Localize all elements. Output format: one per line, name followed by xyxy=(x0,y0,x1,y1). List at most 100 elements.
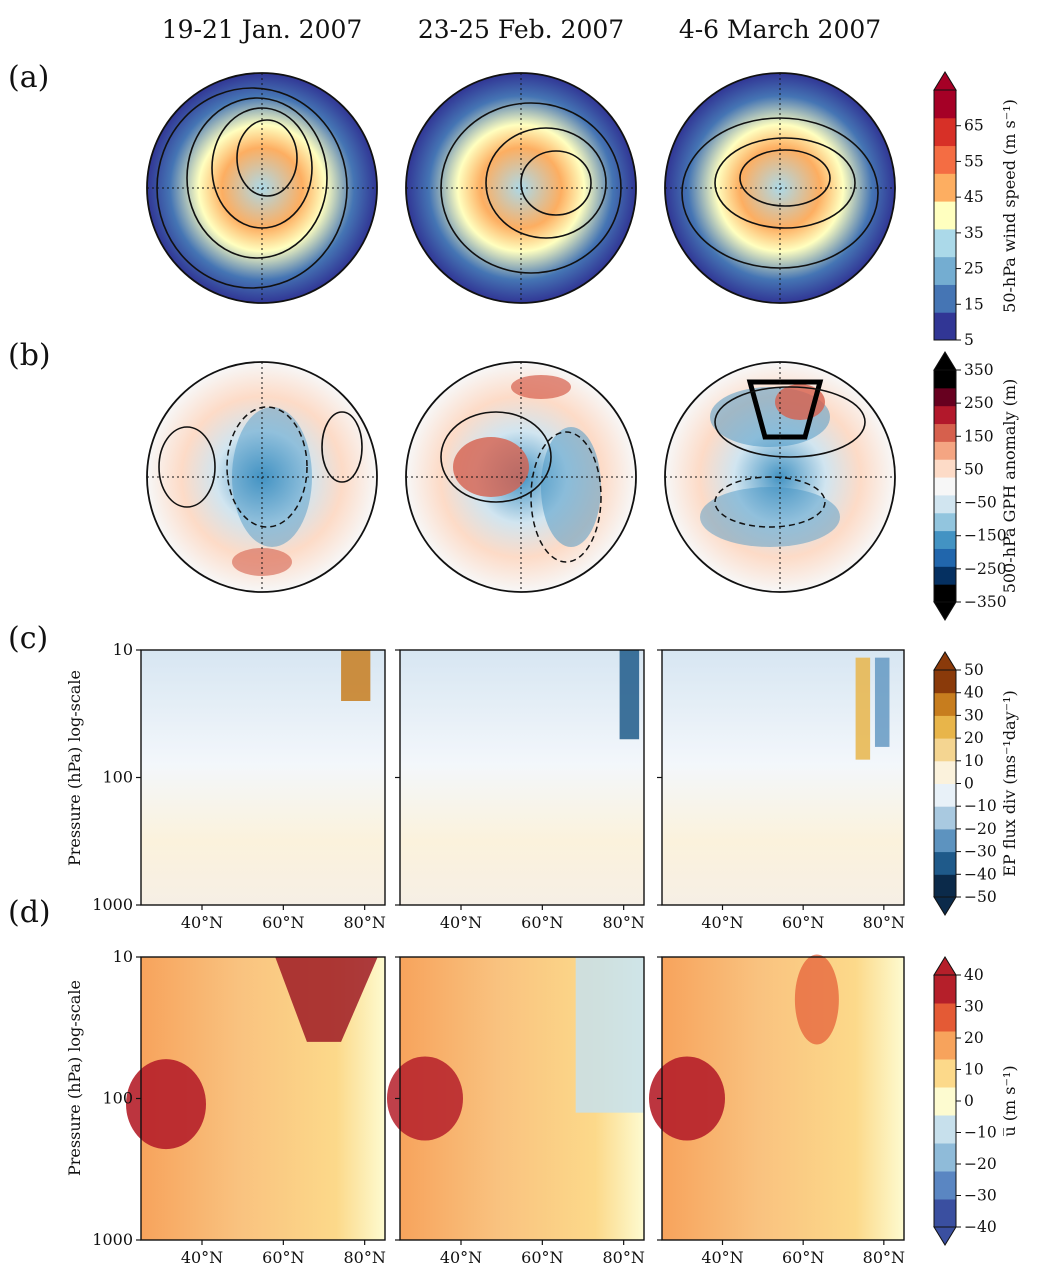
x-tick-label: 40°N xyxy=(701,913,743,932)
convergence-region xyxy=(855,657,871,760)
colorbar-segment xyxy=(934,228,956,258)
colorbar-segment xyxy=(934,806,956,830)
colorbar-tick-label: −350 xyxy=(964,593,1007,611)
colorbar-tick-label: 20 xyxy=(964,729,984,747)
map-b-2 xyxy=(405,361,637,593)
colorbar-tick-label: 65 xyxy=(964,117,984,135)
colorbar-tick-label: −30 xyxy=(964,1187,997,1205)
map-a-3 xyxy=(664,72,896,304)
colorbar-tick-label: 30 xyxy=(964,706,984,724)
colorbar-segment xyxy=(934,1115,956,1144)
colorbar-tick-label: 30 xyxy=(964,998,984,1016)
row-a-maps xyxy=(146,72,896,304)
x-tick-label: 80°N xyxy=(343,913,385,932)
colorbar-tick-label: 15 xyxy=(964,295,984,313)
panel-label-d: (d) xyxy=(8,895,51,930)
colorbar-tick-label: 10 xyxy=(964,752,984,770)
colorbar-segment xyxy=(934,1003,956,1032)
x-tick-label: 80°N xyxy=(602,913,644,932)
colorbar-segment xyxy=(934,405,956,425)
colorbar-label: u̅ (m s⁻¹) xyxy=(1000,1065,1019,1136)
colorbar-frame xyxy=(933,89,957,341)
y-tick-label: 1000 xyxy=(92,1230,133,1249)
divergence-region xyxy=(874,657,890,747)
colorbar-tick-label: 45 xyxy=(964,188,984,206)
colorbar-label: 50-hPa wind speed (m s⁻¹) xyxy=(1000,99,1019,313)
plot-area xyxy=(400,650,644,905)
x-tick-label: 80°N xyxy=(602,1248,644,1267)
colorbar-c: −50 −40 −30 −20 −10 0 10 20 30 40 50 EP flux div (m… xyxy=(933,651,1019,916)
colorbar-a: 5 15 25 35 45 55 65 50-hPa wind speed (m s⁻¹) xyxy=(933,71,1019,349)
x-tick-label: 60°N xyxy=(782,913,824,932)
colorbar-segment xyxy=(934,90,956,119)
colorbar-segment xyxy=(934,783,956,807)
colorbar-segment xyxy=(934,1143,956,1172)
map-a-2 xyxy=(405,72,637,304)
colorbar-segment xyxy=(934,370,956,389)
colorbar-tick-label: 350 xyxy=(964,361,994,379)
colorbar-segment xyxy=(934,1171,956,1200)
colorbar-tick-label: −20 xyxy=(964,1155,997,1173)
polar-vortex-core xyxy=(275,957,378,1042)
colorbar-tick-label: −40 xyxy=(964,865,997,883)
colorbar-d: −40 −30 −20 −10 0 10 20 30 40 u̅ (m s⁻¹) xyxy=(933,956,1019,1246)
x-tick-label: 60°N xyxy=(521,1248,563,1267)
x-tick-label: 40°N xyxy=(440,1248,482,1267)
colorbar-segment xyxy=(934,117,956,147)
y-axis-label-d: Pressure (hPa) log-scale xyxy=(65,980,84,1176)
colorbar-segment xyxy=(934,459,956,478)
colorbar-segment xyxy=(934,1059,956,1088)
colorbar-label: EP flux div (ms⁻¹day⁻¹) xyxy=(1000,690,1019,877)
axes-c-1: 40°N 60°N 80°N 10 100 1000 xyxy=(92,640,386,932)
colorbar-tick-label: 0 xyxy=(964,775,974,793)
colorbars: 5 15 25 35 45 55 65 50-hPa wind speed (m s⁻¹) −3… xyxy=(933,71,1019,1246)
colorbar-tick-label: −250 xyxy=(964,560,1007,578)
colorbar-label: 500-hPa GPH anomaly (m) xyxy=(1000,379,1019,594)
colorbar-tick-label: 20 xyxy=(964,1029,984,1047)
panel-label-c: (c) xyxy=(8,621,48,656)
colorbar-segment xyxy=(934,530,956,549)
colorbar-tick-label: 40 xyxy=(964,966,984,984)
colorbar-segment xyxy=(934,548,956,567)
colorbar-extend-min xyxy=(933,1226,957,1246)
colorbar-tick-label: 25 xyxy=(964,260,984,278)
panel-label-b: (b) xyxy=(8,338,51,373)
column-title-2: 23-25 Feb. 2007 xyxy=(418,15,624,44)
colorbar-tick-label: −10 xyxy=(964,1124,997,1142)
colorbar-segment xyxy=(934,387,956,407)
colorbar-extend-max xyxy=(933,351,957,371)
x-tick-label: 60°N xyxy=(521,913,563,932)
colorbar-tick-label: 0 xyxy=(964,1092,974,1110)
x-tick-label: 80°N xyxy=(863,913,905,932)
x-tick-label: 40°N xyxy=(181,1248,223,1267)
colorbar-segment xyxy=(934,715,956,739)
column-title-1: 19-21 Jan. 2007 xyxy=(162,15,363,44)
colorbar-segment xyxy=(934,1087,956,1116)
colorbar-segment xyxy=(934,441,956,460)
column-title-3: 4-6 March 2007 xyxy=(679,15,881,44)
x-tick-label: 40°N xyxy=(701,1248,743,1267)
colorbar-segment xyxy=(934,173,956,202)
map-a-1 xyxy=(146,72,378,304)
axes-d-2: 40°N 60°N 80°N xyxy=(387,956,645,1267)
colorbar-segment xyxy=(934,975,956,1004)
colorbar-tick-label: −50 xyxy=(964,888,997,906)
colorbar-segment xyxy=(934,312,956,341)
colorbar-segment xyxy=(934,851,956,875)
axes-d-1: 40°N 60°N 80°N 10 100 1000 xyxy=(92,947,386,1267)
map-b-1 xyxy=(146,361,378,593)
colorbar-tick-label: 5 xyxy=(964,331,974,349)
x-tick-label: 80°N xyxy=(863,1248,905,1267)
colorbar-segment xyxy=(934,760,956,784)
colorbar-segment xyxy=(934,284,956,313)
colorbar-b: −350 −250 −150 −50 50 150 250 350 500-hPa GPH an… xyxy=(933,351,1019,621)
highlight-sector xyxy=(746,379,824,440)
colorbar-tick-label: 10 xyxy=(964,1061,984,1079)
x-tick-label: 60°N xyxy=(262,1248,304,1267)
y-tick-label: 100 xyxy=(102,768,133,787)
colorbar-segment xyxy=(934,145,956,174)
convergence-region xyxy=(341,650,371,701)
row-b-maps xyxy=(146,361,896,593)
colorbar-tick-label: −10 xyxy=(964,797,997,815)
